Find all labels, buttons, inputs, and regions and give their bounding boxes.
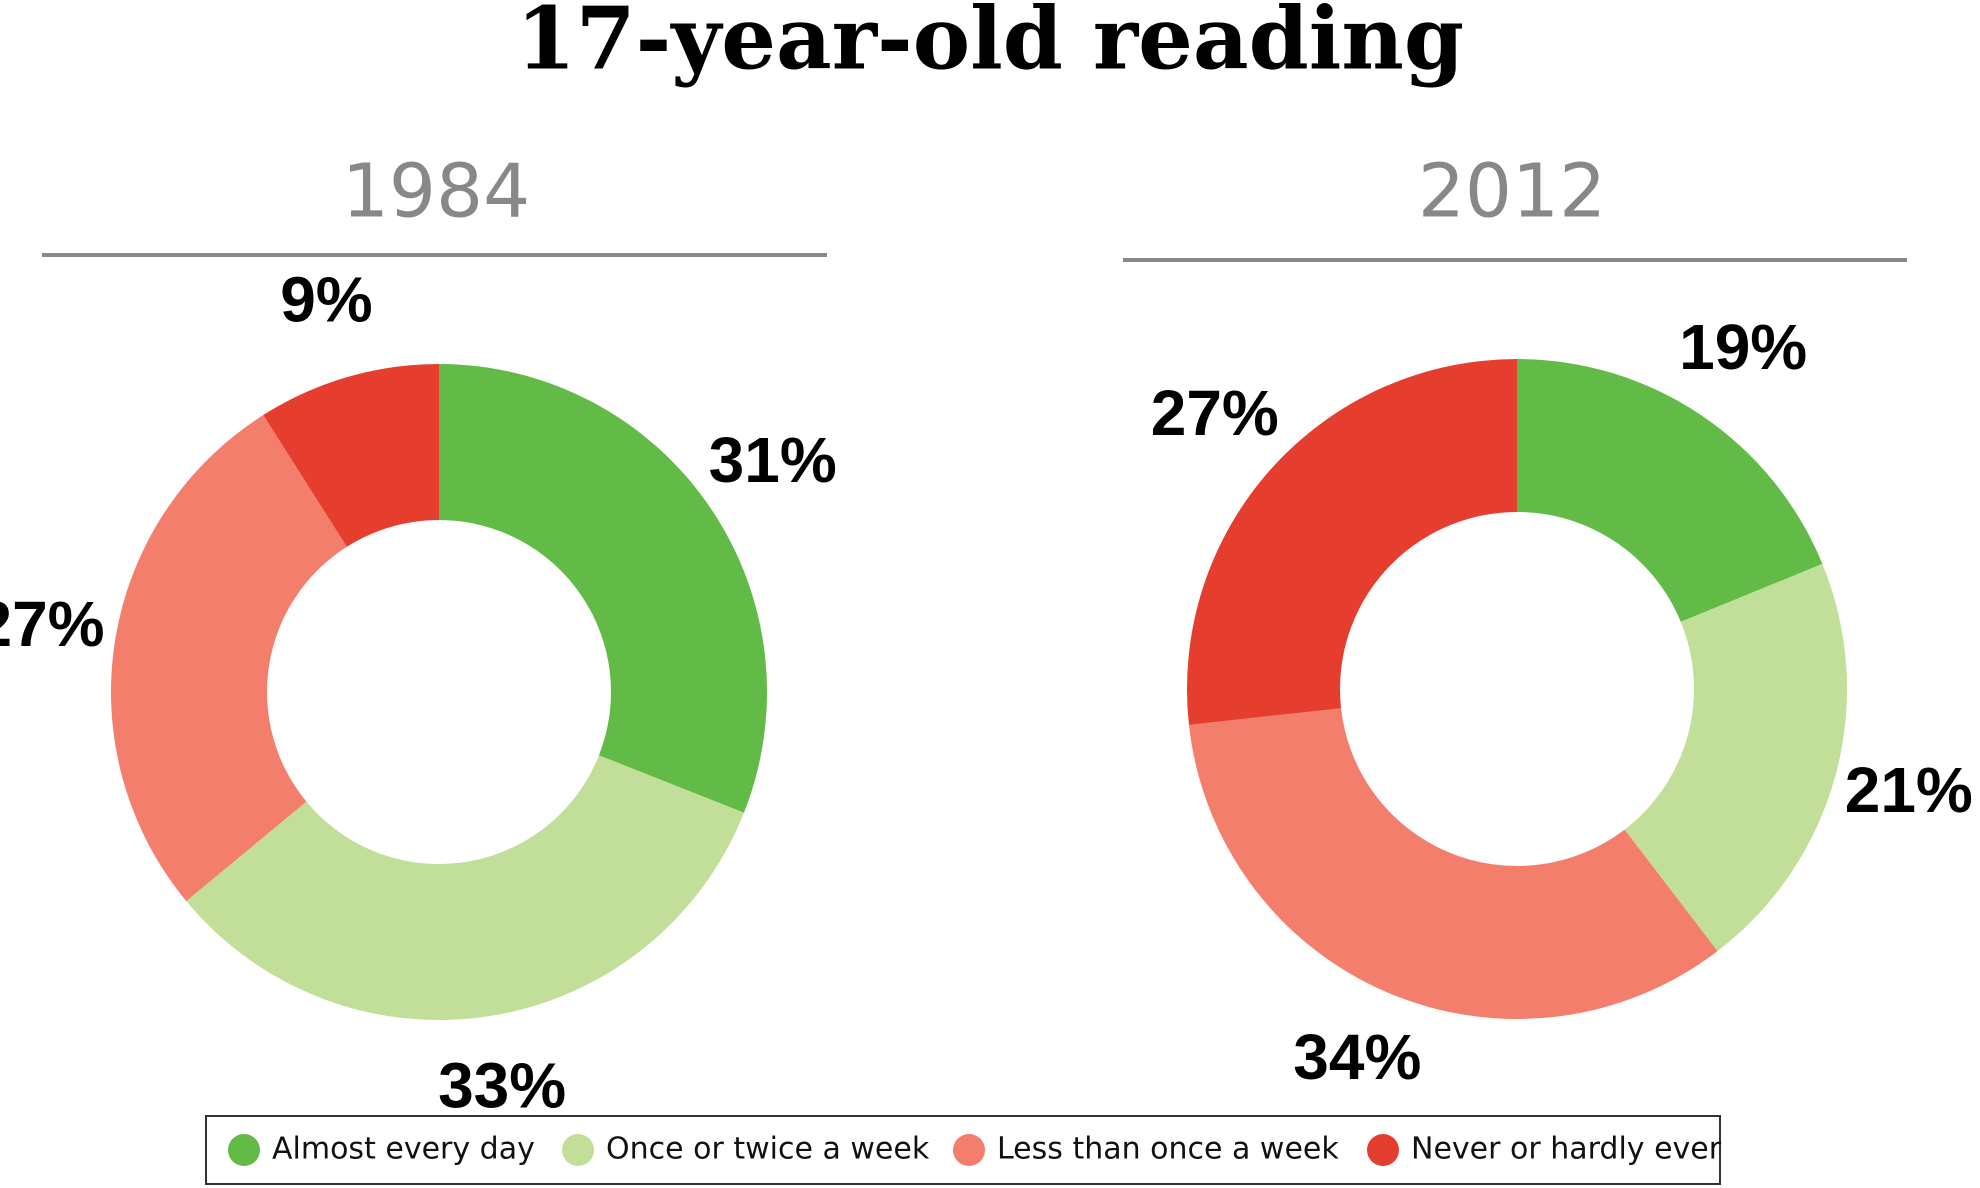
value-label: 31%	[709, 424, 837, 496]
donut-slice	[263, 364, 439, 547]
legend-swatch	[1367, 1134, 1399, 1166]
legend-label: Less than once a week	[997, 1132, 1339, 1167]
legend-box	[205, 1115, 1721, 1185]
donut-slice	[1186, 359, 1517, 725]
legend-swatch	[228, 1134, 260, 1166]
donut-slice	[1517, 359, 1823, 622]
legend-label: Never or hardly ever	[1411, 1132, 1722, 1167]
value-label: 33%	[438, 1049, 566, 1121]
donut-slice	[1188, 708, 1718, 1019]
title: 17-year-old reading	[516, 0, 1464, 90]
donut-slice	[1624, 563, 1847, 952]
value-label: 34%	[1293, 1021, 1421, 1093]
value-label: 9%	[280, 263, 373, 335]
chart-subtitle: 1984	[342, 149, 530, 235]
donut-slice	[186, 755, 744, 1021]
value-label: 21%	[1845, 754, 1973, 826]
donut-slice	[439, 364, 767, 813]
legend-label: Almost every day	[272, 1132, 535, 1167]
legend-swatch	[562, 1134, 594, 1166]
value-label: 27%	[1151, 377, 1279, 449]
value-label: 19%	[1679, 311, 1807, 383]
value-label: 27%	[0, 588, 105, 660]
legend-swatch	[953, 1134, 985, 1166]
legend-label: Once or twice a week	[606, 1132, 930, 1167]
chart-subtitle: 2012	[1418, 149, 1606, 235]
donut-slice	[110, 415, 347, 902]
